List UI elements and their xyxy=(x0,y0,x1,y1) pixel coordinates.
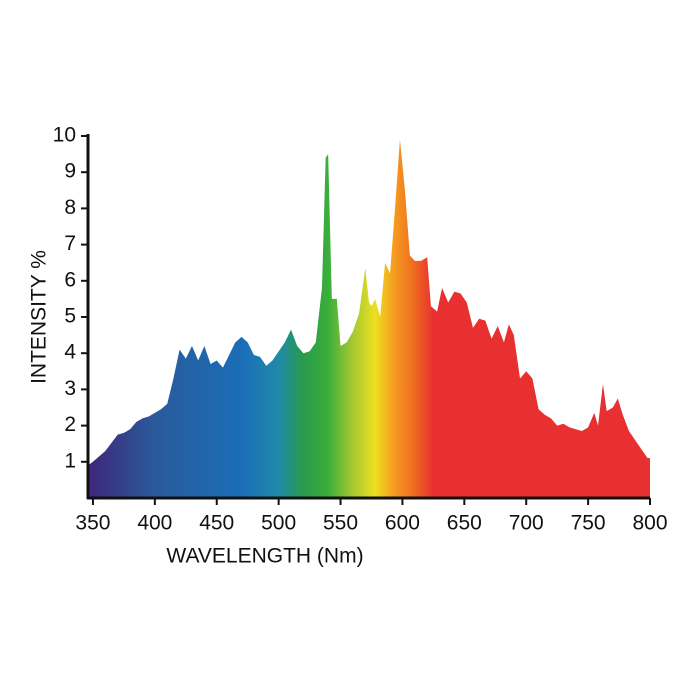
x-tick-label: 600 xyxy=(385,512,420,535)
y-tick-label: 4 xyxy=(64,341,76,364)
y-tick-label: 7 xyxy=(64,232,76,255)
x-axis-label: WAVELENGTH (Nm) xyxy=(166,545,363,568)
spectrum-area xyxy=(88,139,650,498)
y-tick-label: 3 xyxy=(64,377,76,400)
y-tick-label: 1 xyxy=(64,449,76,472)
y-tick-label: 2 xyxy=(64,413,76,436)
x-tick-label: 450 xyxy=(199,512,234,535)
x-tick-label: 800 xyxy=(632,512,667,535)
y-tick-label: 5 xyxy=(64,305,76,328)
x-tick-label: 550 xyxy=(323,512,358,535)
y-tick-label: 8 xyxy=(64,196,76,219)
x-tick-label: 400 xyxy=(137,512,172,535)
x-tick-label: 700 xyxy=(509,512,544,535)
y-tick-label: 10 xyxy=(53,124,76,147)
x-tick-label: 350 xyxy=(75,512,110,535)
y-tick-label: 9 xyxy=(64,160,76,183)
x-tick-label: 750 xyxy=(571,512,606,535)
x-tick-label: 650 xyxy=(447,512,482,535)
y-axis-label: INTENSITY % xyxy=(28,250,51,384)
x-tick-label: 500 xyxy=(261,512,296,535)
y-tick-label: 6 xyxy=(64,268,76,291)
